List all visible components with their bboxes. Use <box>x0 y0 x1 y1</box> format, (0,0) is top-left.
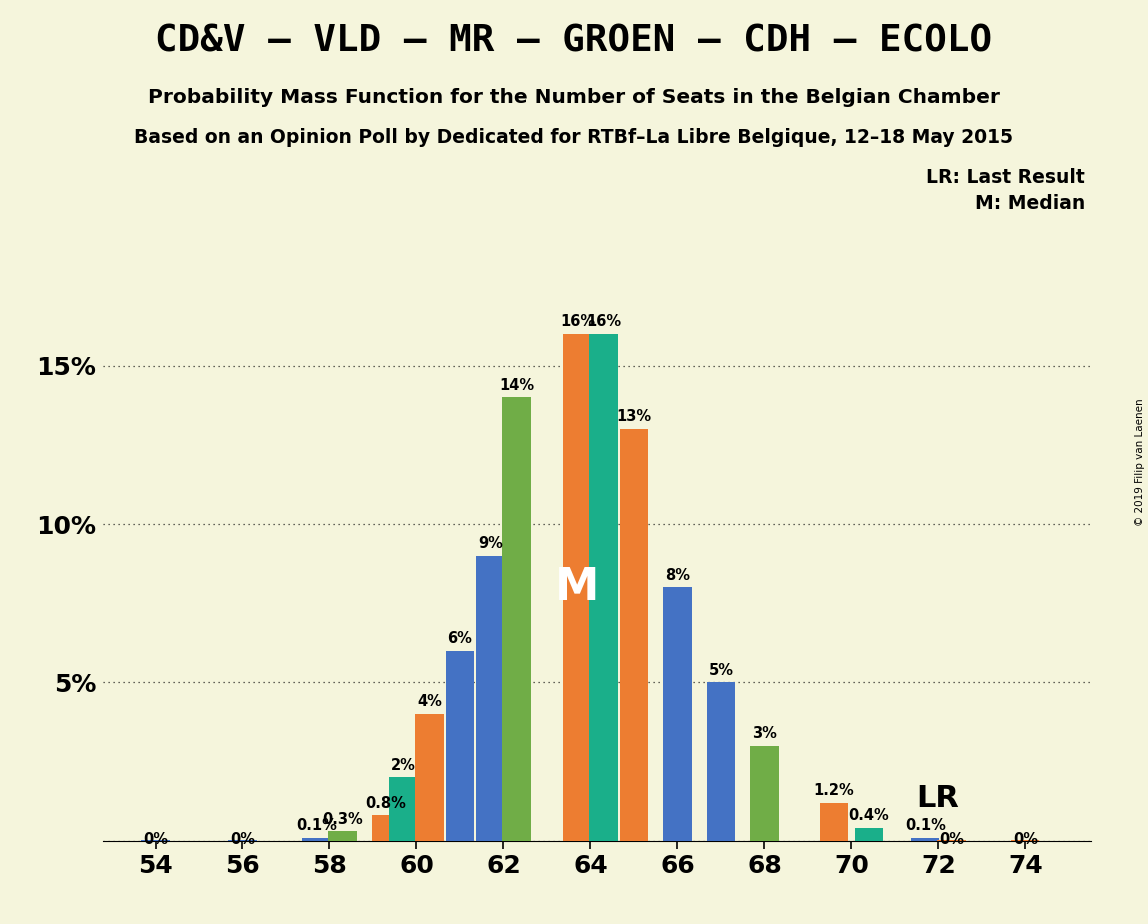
Text: M: Median: M: Median <box>975 194 1085 213</box>
Bar <box>445 650 474 841</box>
Text: 8%: 8% <box>665 567 690 583</box>
Text: 0%: 0% <box>1013 832 1038 846</box>
Text: 16%: 16% <box>560 314 595 329</box>
Text: 0.3%: 0.3% <box>323 811 363 827</box>
Text: 0.1%: 0.1% <box>905 818 946 833</box>
Bar <box>707 683 735 841</box>
Text: 0%: 0% <box>230 832 255 846</box>
Bar <box>503 397 530 841</box>
Text: 0.8%: 0.8% <box>365 796 406 810</box>
Text: LR: LR <box>916 784 960 812</box>
Bar <box>416 714 443 841</box>
Text: LR: Last Result: LR: Last Result <box>926 168 1085 188</box>
Bar <box>302 838 331 841</box>
Text: 2%: 2% <box>391 758 416 772</box>
Text: CD&V – VLD – MR – GROEN – CDH – ECOLO: CD&V – VLD – MR – GROEN – CDH – ECOLO <box>155 23 993 59</box>
Text: 0%: 0% <box>144 832 168 846</box>
Text: 14%: 14% <box>499 378 534 393</box>
Text: 13%: 13% <box>616 409 652 424</box>
Text: 6%: 6% <box>448 631 472 646</box>
Bar <box>564 334 591 841</box>
Text: © 2019 Filip van Laenen: © 2019 Filip van Laenen <box>1135 398 1145 526</box>
Bar <box>751 746 778 841</box>
Bar <box>854 828 883 841</box>
Text: M: M <box>556 565 599 609</box>
Text: 0%: 0% <box>939 832 964 846</box>
Text: 0.1%: 0.1% <box>296 818 336 833</box>
Bar <box>372 816 401 841</box>
Text: 9%: 9% <box>478 536 503 551</box>
Bar <box>664 588 691 841</box>
Text: 16%: 16% <box>585 314 621 329</box>
Bar <box>328 832 357 841</box>
Bar <box>820 803 848 841</box>
Bar <box>912 838 939 841</box>
Bar <box>476 555 504 841</box>
Bar <box>589 334 618 841</box>
Bar <box>389 777 418 841</box>
Text: 0.4%: 0.4% <box>848 808 890 823</box>
Bar <box>620 429 649 841</box>
Text: Probability Mass Function for the Number of Seats in the Belgian Chamber: Probability Mass Function for the Number… <box>148 88 1000 107</box>
Text: 5%: 5% <box>708 663 734 677</box>
Text: 3%: 3% <box>752 726 777 741</box>
Text: 4%: 4% <box>417 694 442 710</box>
Text: 1.2%: 1.2% <box>814 783 854 798</box>
Text: Based on an Opinion Poll by Dedicated for RTBf–La Libre Belgique, 12–18 May 2015: Based on an Opinion Poll by Dedicated fo… <box>134 128 1014 147</box>
